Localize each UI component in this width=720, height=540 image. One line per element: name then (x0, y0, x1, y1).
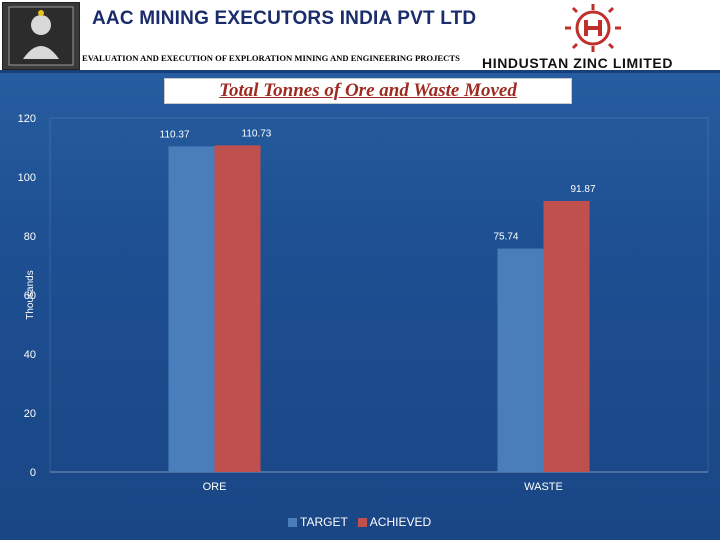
legend-label: TARGET (300, 515, 348, 529)
legend-swatch (288, 517, 297, 527)
bar-achieved-waste (543, 200, 590, 472)
legend-swatch (357, 517, 367, 527)
legend-label: ACHIEVED (369, 515, 432, 529)
y-tick-label: 0 (30, 467, 36, 479)
x-tick-label: ORE (203, 481, 227, 493)
company-name: AAC MINING EXECUTORS INDIA PVT LTD (92, 8, 477, 29)
y-tick-label: 120 (18, 113, 36, 125)
y-axis-title: Thousands (25, 270, 36, 319)
bar-target-ore (168, 146, 215, 472)
legend-item-target: TARGET (288, 515, 348, 529)
bar-target-waste (497, 248, 544, 472)
company-tagline: EVALUATION AND EXECUTION OF EXPLORATION … (82, 53, 460, 63)
y-tick-label: 20 (24, 408, 36, 420)
x-tick-label: WASTE (524, 481, 563, 493)
chart-legend: TARGET ACHIEVED (288, 514, 441, 530)
data-label-target-waste: 75.74 (493, 232, 518, 243)
bar-achieved-ore (214, 145, 261, 472)
hzl-logo-icon (548, 2, 638, 54)
y-tick-label: 80 (24, 231, 36, 243)
partner-name: HINDUSTAN ZINC LIMITED (482, 55, 674, 71)
chart-title: Total Tonnes of Ore and Waste Moved (219, 80, 517, 101)
data-label-target-ore: 110.37 (160, 129, 190, 140)
plot-area (49, 117, 709, 473)
header-divider (0, 70, 720, 73)
header-banner: AAC MINING EXECUTORS INDIA PVT LTD EVALU… (0, 0, 720, 72)
y-tick-label: 100 (18, 172, 36, 184)
legend-item-achieved: ACHIEVED (357, 515, 432, 529)
data-label-achieved-ore: 110.73 (242, 128, 272, 139)
company-logo (2, 2, 80, 70)
y-tick-label: 60 (24, 290, 36, 302)
y-tick-label: 40 (24, 349, 36, 361)
data-label-achieved-waste: 91.87 (571, 184, 596, 195)
chart-title-box: Total Tonnes of Ore and Waste Moved (164, 78, 572, 104)
